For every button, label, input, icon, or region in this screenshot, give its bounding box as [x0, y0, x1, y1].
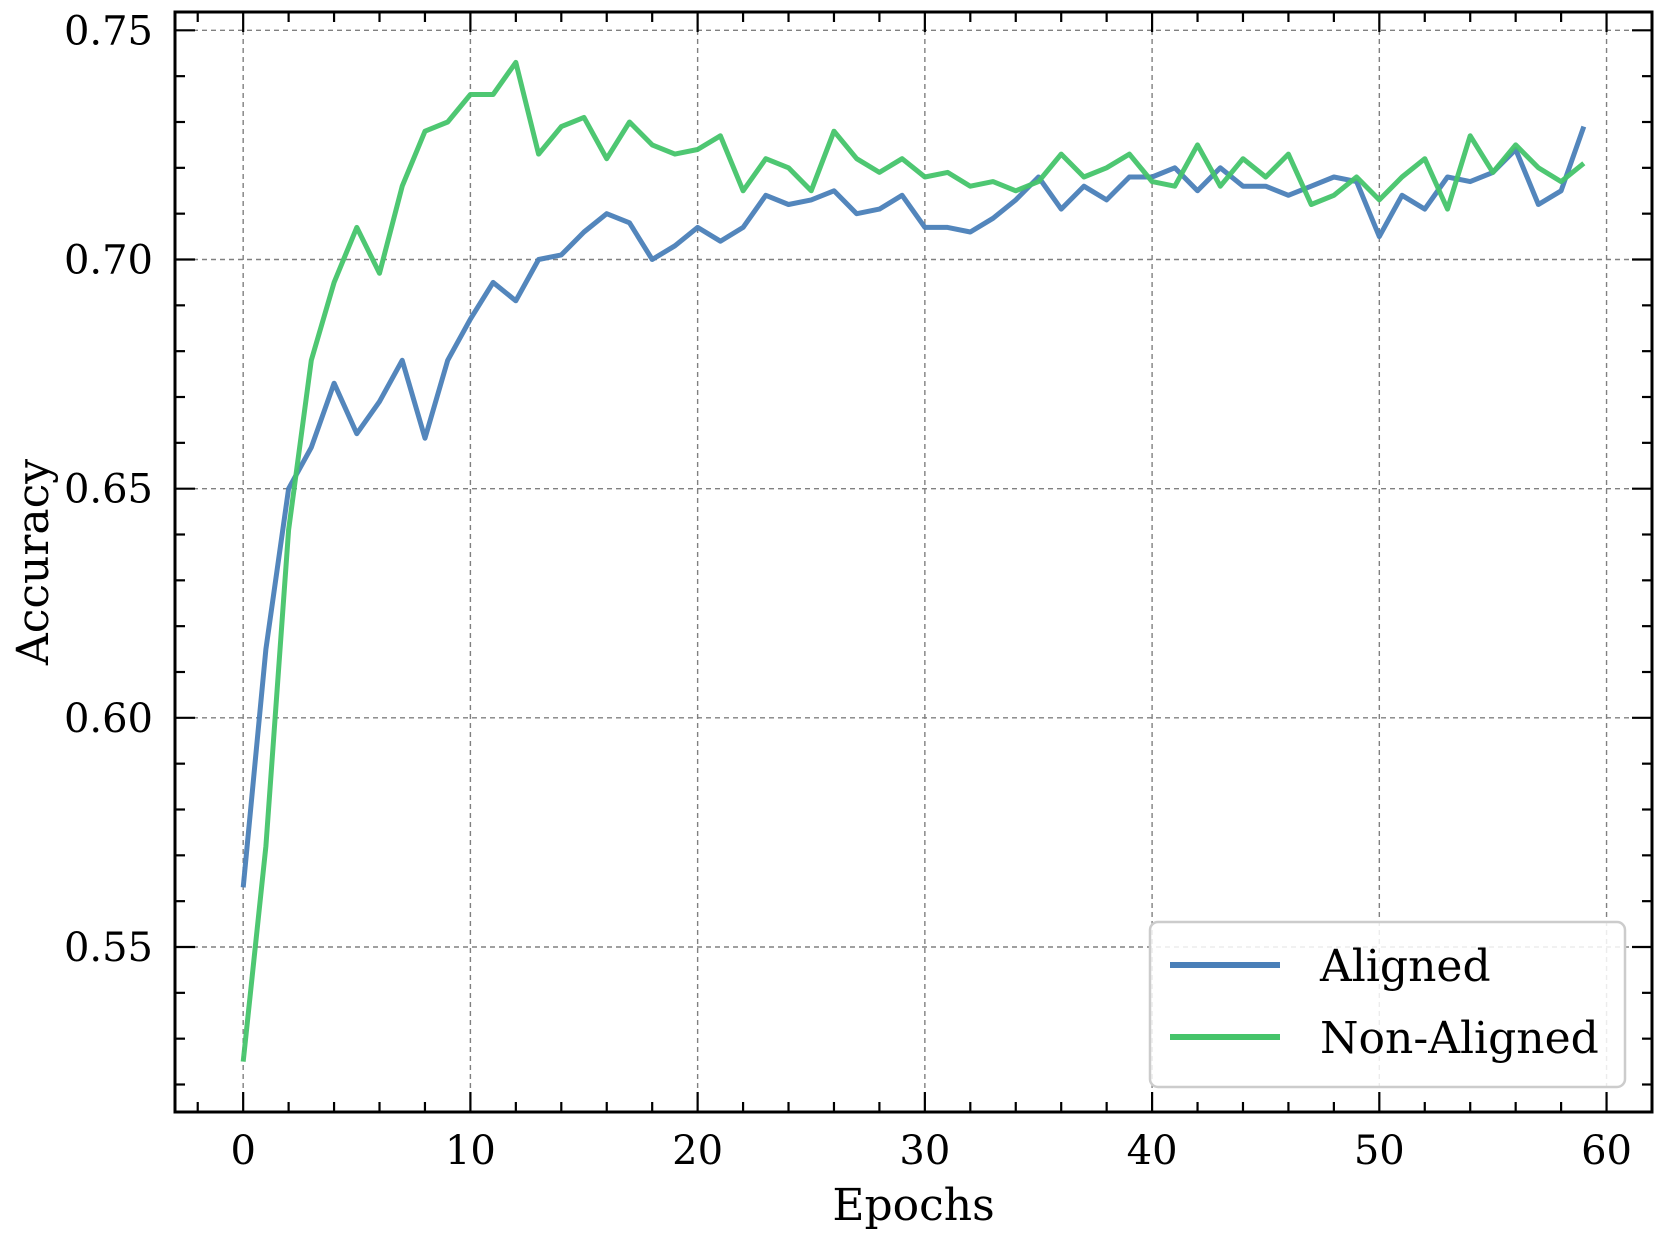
x-tick-label: 40 — [1127, 1128, 1178, 1174]
x-tick-label: 50 — [1354, 1128, 1405, 1174]
x-tick-label: 30 — [899, 1128, 950, 1174]
x-tick-label: 10 — [445, 1128, 496, 1174]
y-tick-label: 0.60 — [64, 696, 153, 742]
series-layer — [240, 59, 1587, 1062]
legend-label-aligned: Aligned — [1319, 941, 1491, 992]
x-tick-label: 20 — [672, 1128, 723, 1174]
series-line-aligned — [240, 125, 1587, 888]
x-tick-label: 60 — [1581, 1128, 1632, 1174]
y-tick-label: 0.70 — [64, 238, 153, 284]
tick-labels: 0 10 20 30 40 50 60 0.55 0.60 0.65 0.70 0.75 — [64, 8, 1632, 1174]
x-tick-label: 0 — [230, 1128, 255, 1174]
series-line-non-aligned — [240, 59, 1586, 1062]
y-tick-label: 0.65 — [64, 467, 153, 513]
legend: Aligned Non-Aligned — [1148, 920, 1627, 1089]
legend-label-non-aligned: Non-Aligned — [1320, 1013, 1599, 1064]
y-tick-label: 0.55 — [64, 925, 153, 971]
y-tick-label: 0.75 — [64, 8, 153, 54]
grid — [175, 12, 1652, 1112]
y-axis-label: Accuracy — [8, 459, 59, 666]
x-axis-label: Epochs — [832, 1180, 994, 1231]
plot-frame — [173, 10, 1654, 1114]
